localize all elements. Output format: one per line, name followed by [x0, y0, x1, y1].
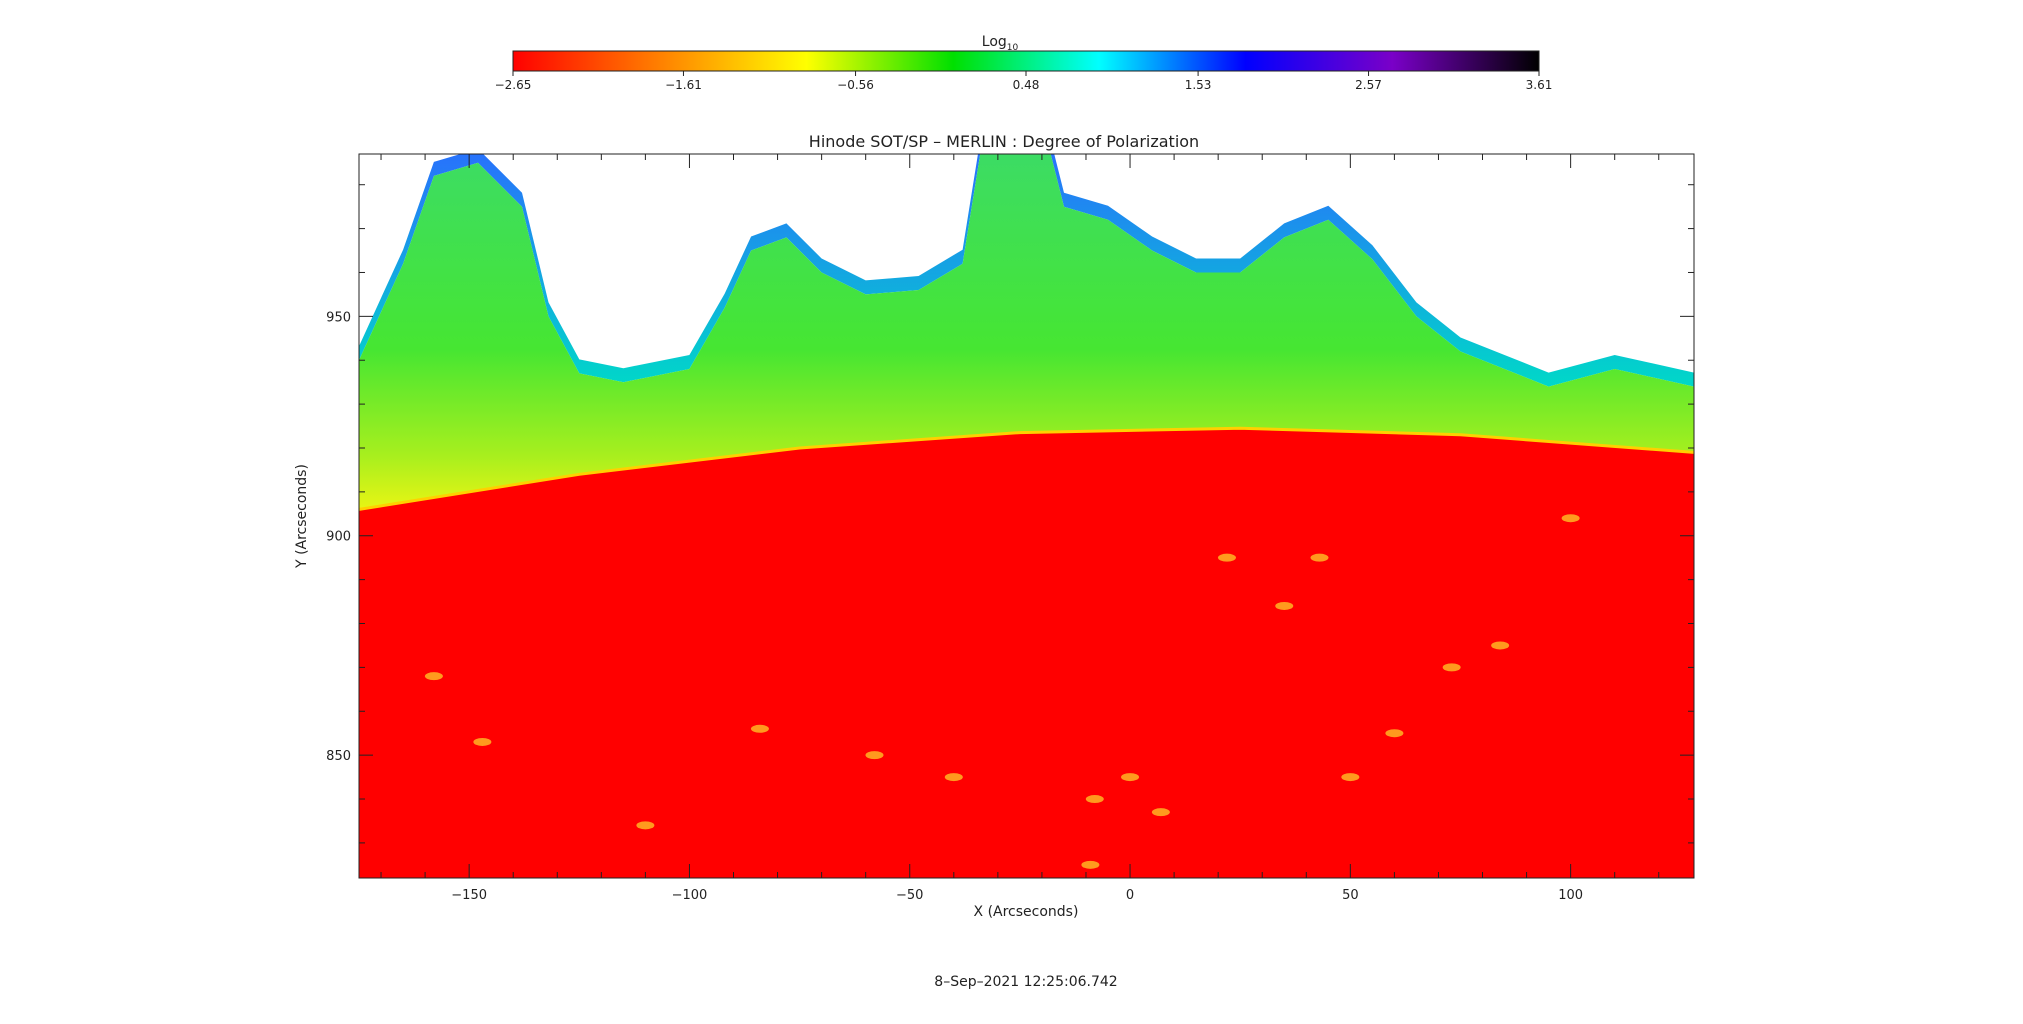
bright-point [636, 821, 655, 830]
bright-point [865, 751, 884, 760]
bright-point [1491, 641, 1510, 650]
bright-point [473, 737, 492, 746]
bright-point [1442, 663, 1461, 672]
colorbar-tick-label: 1.53 [1185, 78, 1212, 92]
colorbar-ticks: −2.65 −1.61 −0.56 0.48 1.53 2.57 3.61 [495, 71, 1553, 92]
x-tick-label: 50 [1342, 888, 1359, 903]
colorbar-tick-label: −1.61 [665, 78, 702, 92]
bright-points [424, 514, 1580, 869]
bright-point [1217, 553, 1236, 562]
bright-point [1341, 773, 1360, 782]
colorbar-tick-label: −2.65 [495, 78, 532, 92]
bright-point [1081, 860, 1100, 869]
bright-point [1275, 601, 1294, 610]
x-tick-label: 100 [1558, 888, 1583, 903]
colorbar-tick-label: 3.61 [1526, 78, 1553, 92]
colorbar-label: Log10 [982, 34, 1019, 53]
axis-ticks: −150 −100 −50 0 50 100 850 900 950 [326, 154, 1694, 903]
bright-point [1561, 514, 1580, 523]
bright-point [424, 672, 443, 681]
plot-frame [358, 153, 1695, 879]
colorbar-tick-label: 0.48 [1013, 78, 1040, 92]
x-tick-label: 0 [1126, 888, 1134, 903]
y-tick-label: 900 [326, 530, 351, 545]
polarization-map [359, 154, 1694, 878]
y-axis-label: Y (Arcseconds) [294, 464, 310, 569]
solar-disk [359, 428, 1694, 878]
off-limb-signal-rim [359, 154, 1694, 387]
x-tick-label: −50 [896, 888, 923, 903]
bright-point [1121, 773, 1140, 782]
colorbar-tick-label: 2.57 [1355, 78, 1382, 92]
bright-point [1085, 795, 1104, 804]
y-tick-label: 850 [326, 749, 351, 764]
x-tick-label: −150 [451, 888, 487, 903]
chart-title: Hinode SOT/SP – MERLIN : Degree of Polar… [809, 132, 1199, 151]
colorbar-tick-label: −0.56 [837, 78, 874, 92]
bright-point [944, 773, 963, 782]
off-limb-signal [359, 154, 1694, 510]
bright-point [1310, 553, 1329, 562]
bright-point [750, 724, 769, 733]
timestamp: 8–Sep–2021 12:25:06.742 [934, 974, 1117, 990]
x-axis-label: X (Arcseconds) [974, 904, 1079, 920]
colorbar-strip [512, 50, 1540, 72]
x-tick-label: −100 [672, 888, 708, 903]
bright-point [1385, 729, 1404, 738]
y-tick-label: 950 [326, 310, 351, 325]
bright-point [1151, 808, 1170, 817]
colorbar: Log10 −2.65 −1.61 −0.56 0.48 1.53 2.57 3.61 [495, 34, 1553, 92]
solar-limb [359, 426, 1694, 511]
